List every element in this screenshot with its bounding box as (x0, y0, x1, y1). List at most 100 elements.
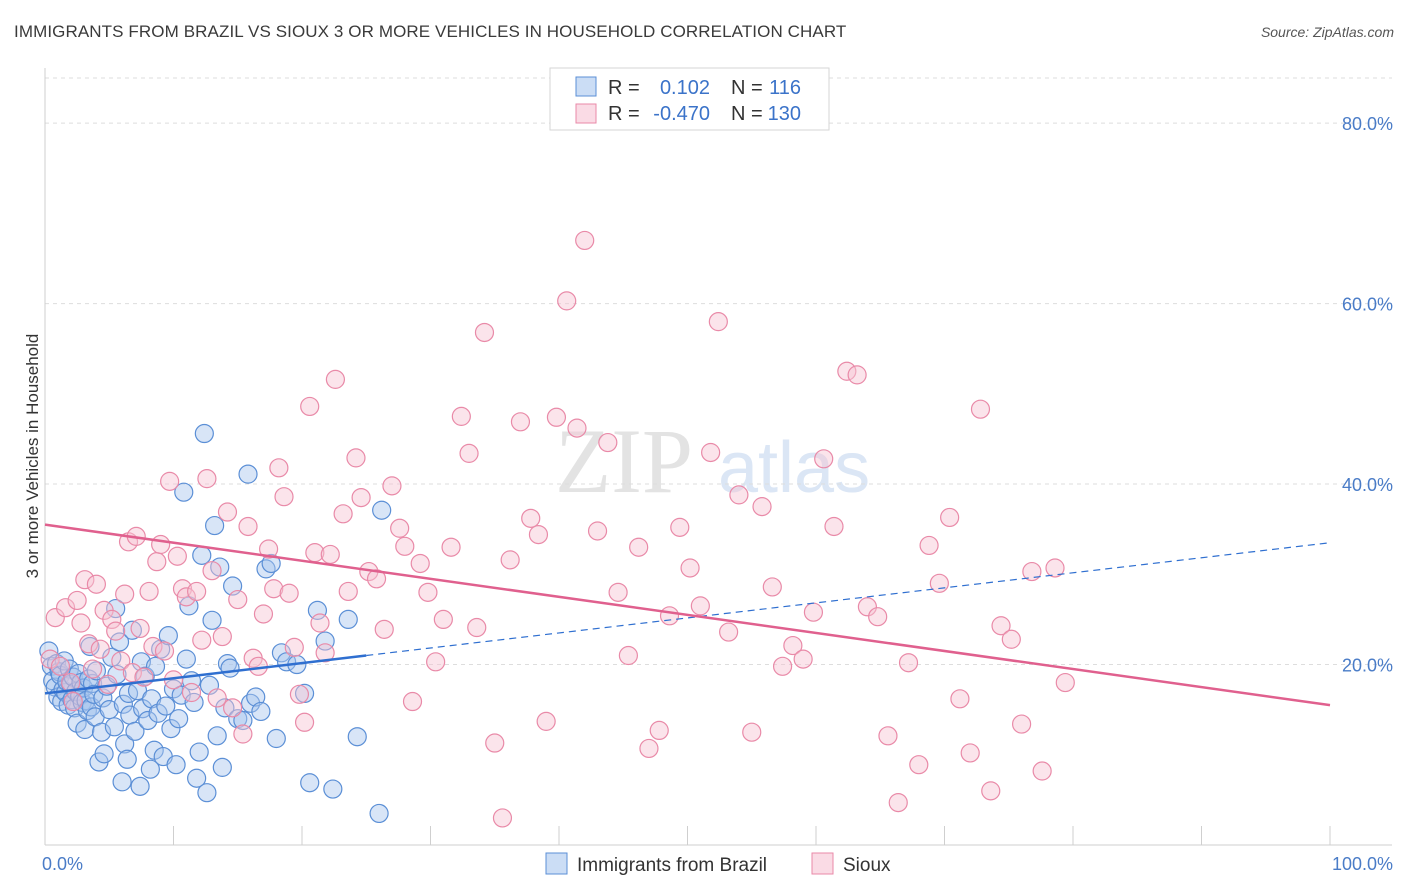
data-point (528, 524, 549, 545)
data-point (868, 607, 888, 627)
trend-line-brazil (44, 654, 367, 695)
axes (44, 68, 1392, 846)
chart-title: IMMIGRANTS FROM BRAZIL VS SIOUX 3 OR MOR… (14, 22, 847, 41)
data-point (670, 517, 690, 537)
data-point (266, 728, 286, 749)
data-point (274, 487, 294, 507)
x-tick-label: 0.0% (42, 854, 83, 874)
data-point (467, 617, 487, 638)
data-point (783, 635, 803, 656)
data-point (261, 553, 281, 574)
series-sioux-points (40, 230, 1075, 828)
data-point (772, 656, 793, 676)
data-point (459, 443, 479, 463)
bottom-legend-label-brazil: Immigrants from Brazil (577, 855, 767, 876)
data-point (241, 693, 261, 713)
data-point (752, 497, 772, 517)
data-point (474, 322, 495, 343)
data-point (492, 808, 513, 828)
data-point (395, 536, 415, 556)
data-point (197, 783, 217, 803)
data-point (147, 552, 167, 572)
data-point (382, 476, 402, 496)
data-point (212, 757, 232, 777)
legend-r-label-sioux: R = (608, 103, 640, 125)
data-point (814, 449, 834, 469)
data-point (426, 652, 446, 672)
watermark-atlas: atlas (718, 428, 870, 508)
data-point (143, 636, 163, 657)
data-point (111, 651, 131, 671)
data-point (271, 643, 292, 663)
data-point (169, 709, 189, 729)
bottom-legend-label-sioux: Sioux (843, 855, 891, 876)
legend-n-value-sioux: 130 (768, 103, 801, 125)
data-point (63, 691, 83, 712)
data-point (238, 516, 258, 537)
series-legend: Immigrants from Brazil Sioux (545, 852, 891, 876)
data-point (75, 570, 95, 590)
data-point (256, 559, 276, 579)
data-point (575, 230, 595, 251)
gridlines (45, 77, 1392, 666)
legend-swatch-brazil (575, 76, 597, 97)
data-point (154, 641, 175, 661)
data-point (300, 773, 320, 793)
data-point (410, 553, 430, 574)
data-point (418, 582, 438, 602)
data-point (433, 609, 453, 630)
data-point (82, 659, 103, 679)
data-point (629, 537, 649, 557)
data-point (40, 649, 60, 669)
data-point (113, 694, 133, 714)
data-point (212, 626, 232, 647)
data-point (207, 688, 227, 708)
data-point (981, 781, 1001, 801)
data-point (639, 738, 659, 759)
data-point (310, 613, 330, 633)
data-point (587, 521, 608, 541)
data-point (719, 622, 739, 642)
data-point (991, 616, 1011, 636)
data-point (115, 584, 135, 604)
data-point (857, 597, 878, 617)
data-point (323, 779, 343, 799)
data-point (701, 442, 721, 463)
data-point (158, 626, 178, 646)
x-tick-label: 100.0% (1332, 854, 1393, 874)
data-point (140, 759, 160, 779)
data-point (950, 689, 970, 709)
correlation-legend: R = 0.102 N = 116 R = -0.470 N = 130 (549, 67, 830, 131)
legend-n-value-brazil: 116 (769, 77, 801, 99)
trend-line-sioux (44, 523, 1331, 707)
data-point (390, 518, 410, 538)
data-point (138, 710, 158, 731)
data-point (207, 726, 227, 746)
data-point (130, 776, 150, 796)
data-point (369, 803, 389, 824)
data-point (194, 423, 214, 444)
data-point (618, 645, 638, 666)
data-point (1045, 558, 1065, 578)
data-point (898, 653, 919, 673)
data-point (888, 792, 908, 813)
y-tick-label: 40.0% (1342, 475, 1393, 495)
data-point (793, 649, 813, 669)
data-point (228, 589, 248, 610)
data-point (233, 724, 253, 744)
data-point (174, 482, 194, 502)
legend-n-label-sioux: N = (731, 103, 763, 125)
data-point (156, 696, 176, 716)
data-point (847, 365, 867, 385)
data-point (680, 558, 700, 578)
data-point (79, 634, 99, 654)
trend-line-brazil-extrapolated (366, 542, 1331, 657)
data-point (729, 485, 749, 505)
data-point (161, 718, 181, 739)
data-point (1032, 761, 1052, 781)
data-point (536, 711, 556, 731)
data-point (77, 700, 98, 721)
data-point (55, 598, 76, 618)
data-point (1055, 672, 1075, 693)
